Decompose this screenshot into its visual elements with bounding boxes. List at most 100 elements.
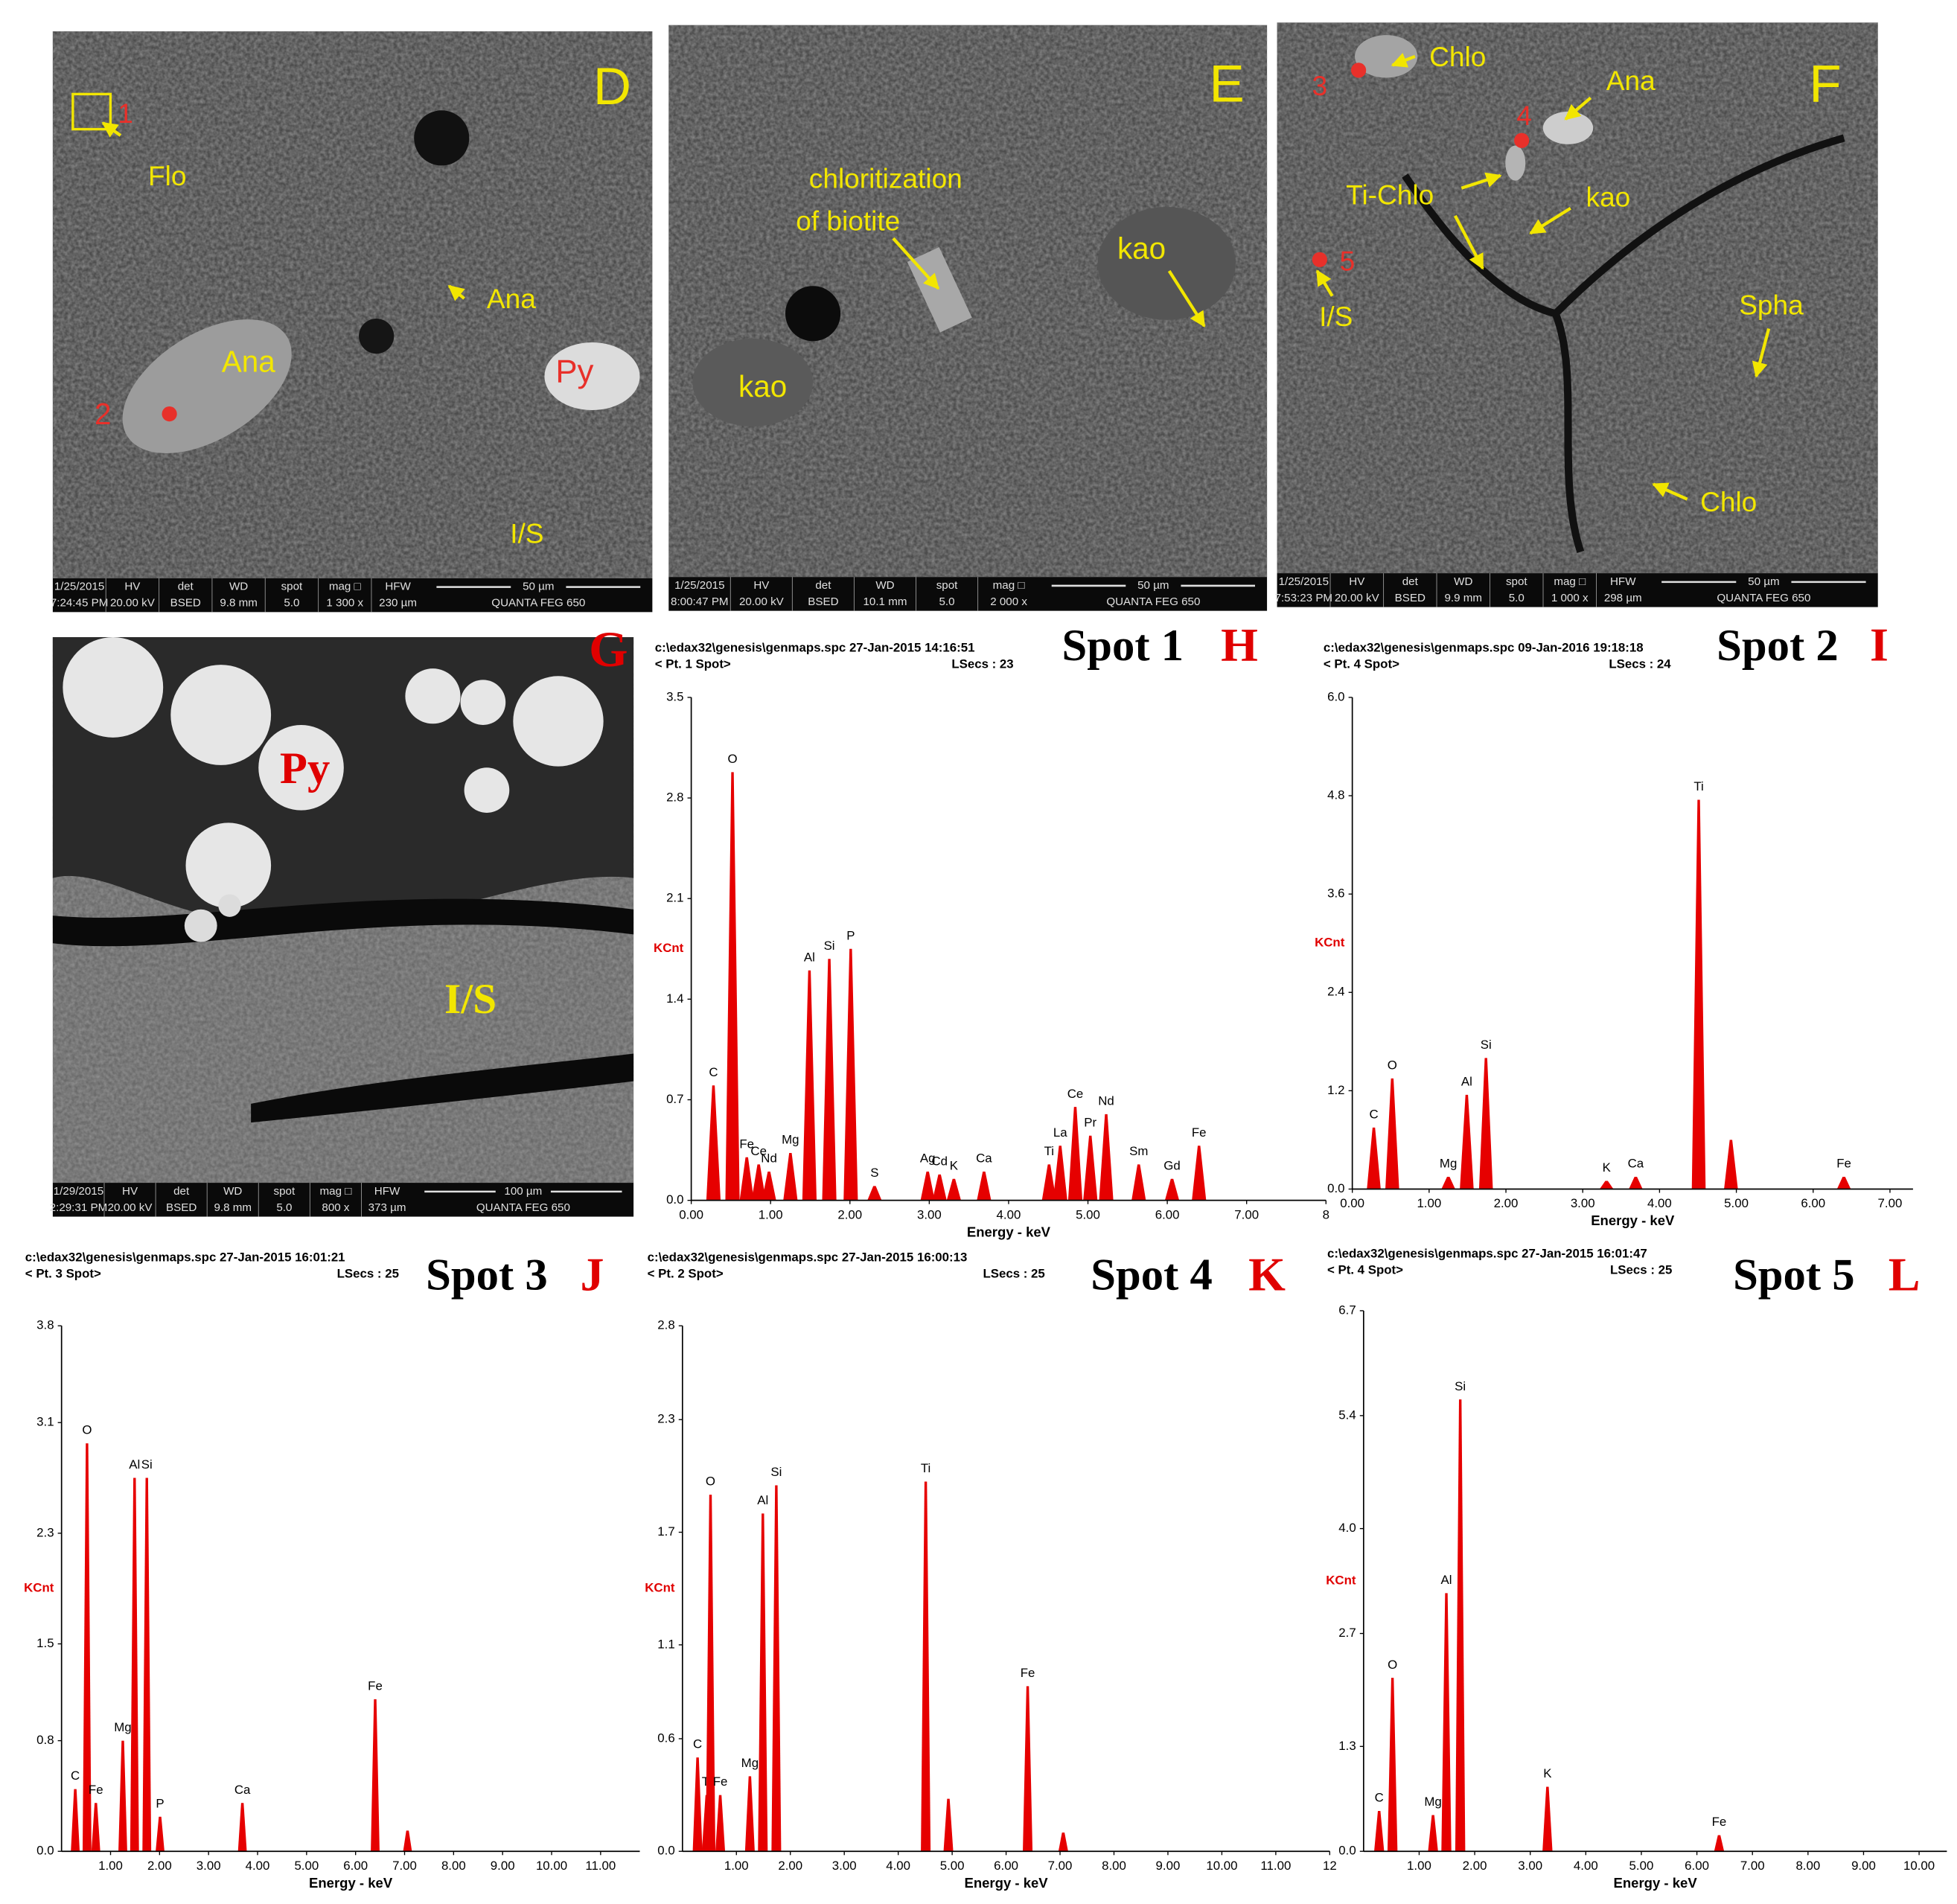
annotation-label: chloritization	[809, 162, 962, 194]
info-text: HV	[753, 579, 770, 592]
x-tick-label: 0.00	[1340, 1196, 1364, 1210]
x-tick-label: 7.00	[1740, 1859, 1765, 1873]
x-tick-label: 1.00	[759, 1207, 783, 1221]
spectrum-peak	[1724, 1140, 1738, 1189]
spectrum-title: Spot 2	[1717, 621, 1839, 671]
annotation-label: kao	[1117, 231, 1166, 266]
x-tick-label: 1.00	[724, 1859, 749, 1873]
info-text: 5.0	[939, 595, 955, 608]
peak-label: Ti	[1044, 1144, 1054, 1158]
y-axis-label: KCnt	[1315, 936, 1345, 950]
spectrum-peak	[867, 1186, 882, 1201]
y-tick-label: 2.1	[666, 891, 683, 905]
info-text: 7:24:45 PM	[51, 597, 109, 610]
x-tick-label: 9.00	[1156, 1859, 1181, 1873]
y-tick-label: 0.0	[666, 1192, 683, 1207]
x-tick-label: 2.00	[147, 1859, 172, 1873]
spectrum-peak	[783, 1152, 798, 1201]
spectrum-peak	[977, 1172, 992, 1201]
peak-label: Si	[770, 1465, 782, 1479]
x-tick-label: 7.00	[1048, 1859, 1073, 1873]
x-tick-label: 5.00	[1724, 1196, 1749, 1210]
peak-label: C	[71, 1769, 80, 1783]
info-text: 800 x	[322, 1201, 349, 1214]
panel-letter: H	[1221, 619, 1258, 671]
peak-label: Nd	[1098, 1093, 1114, 1108]
peak-label: Al	[757, 1493, 768, 1507]
peak-label: C	[1369, 1108, 1378, 1122]
annotation-label: Ana	[1606, 65, 1656, 96]
spectrum-title: Spot 4	[1091, 1250, 1213, 1300]
scale-label-bg	[495, 1183, 551, 1199]
annotation-arrow	[1460, 172, 1502, 190]
y-tick-label: 1.5	[36, 1636, 54, 1650]
x-tick-label: 5.00	[940, 1859, 965, 1873]
annotation-arrow	[101, 121, 122, 138]
sem-feature	[907, 246, 972, 333]
peak-label: Fe	[1192, 1125, 1207, 1140]
y-tick-label: 3.1	[36, 1415, 54, 1429]
y-axis-label: KCnt	[654, 941, 684, 955]
info-text: mag □	[993, 579, 1025, 592]
peak-label: Cd	[931, 1154, 948, 1169]
y-tick-label: 0.0	[1327, 1181, 1344, 1195]
sem-feature	[185, 822, 272, 909]
info-text: 9.9 mm	[1445, 592, 1483, 604]
peak-label: Fe	[368, 1678, 383, 1693]
x-tick-label: 11.00	[1260, 1859, 1291, 1873]
spectrum-peak	[1691, 799, 1706, 1189]
info-text: HV	[122, 1185, 138, 1198]
info-text: 1 000 x	[1551, 592, 1589, 604]
point-header: < Pt. 1 Spot>	[655, 657, 731, 671]
info-text: 1/25/2015	[54, 581, 104, 593]
spectrum-peak	[156, 1816, 165, 1852]
peak-label: Si	[824, 939, 835, 953]
panel-letter: E	[1210, 54, 1245, 113]
panel-letter: L	[1889, 1248, 1921, 1301]
x-tick-label: 2.00	[778, 1859, 802, 1873]
instrument: QUANTA FEG 650	[1717, 592, 1810, 604]
spectrum-peak	[1041, 1164, 1056, 1201]
sem-feature	[162, 406, 177, 422]
peak-label: Al	[804, 950, 815, 964]
annotation-label: I/S	[1319, 301, 1353, 332]
sem-feature	[1514, 132, 1530, 148]
y-tick-label: 1.1	[657, 1637, 674, 1651]
panel-letter: F	[1809, 54, 1841, 113]
y-tick-label: 6.7	[1338, 1303, 1356, 1317]
info-text: 5.0	[276, 1201, 292, 1214]
spectrum-peak	[751, 1164, 766, 1201]
info-text: 20.00 kV	[1335, 592, 1380, 604]
annotation-label: I/S	[510, 517, 543, 549]
annotation-arrow	[1529, 206, 1571, 235]
peak-label: Ca	[976, 1151, 992, 1166]
annotation-label: 1	[118, 98, 133, 129]
peak-label: S	[870, 1166, 878, 1180]
sem-feature	[184, 909, 217, 942]
x-tick-label: 2.00	[1463, 1859, 1487, 1873]
spectrum-peak	[1387, 1678, 1398, 1852]
x-tick-label: 9.00	[491, 1859, 515, 1873]
spectrum-peak	[943, 1798, 954, 1852]
spectrum-peak	[921, 1481, 931, 1852]
spectrum-peak	[1053, 1146, 1067, 1201]
spectrum-peak	[706, 1085, 721, 1201]
peak-label: Fe	[1836, 1157, 1851, 1171]
x-tick-label: 7.00	[1234, 1207, 1259, 1221]
annotation-label: 4	[1516, 100, 1532, 131]
annotation-label: of biotite	[796, 205, 900, 237]
y-tick-label: 4.8	[1327, 788, 1344, 802]
spectrum-peak	[1023, 1686, 1033, 1852]
info-text: BSED	[1395, 592, 1426, 604]
x-axis-label: Energy - keV	[309, 1875, 393, 1891]
x-tick-label: 3.00	[197, 1859, 221, 1873]
sem-feature	[544, 342, 640, 411]
peak-label: Fe	[1021, 1666, 1035, 1680]
info-text: 1/25/2015	[674, 579, 724, 592]
x-tick-label: 10.00	[1206, 1859, 1237, 1873]
spectrum-peak	[843, 948, 858, 1201]
scale-label-bg	[1126, 578, 1181, 594]
x-tick-label: 4.00	[997, 1207, 1021, 1221]
spectrum-peak	[1460, 1094, 1474, 1189]
